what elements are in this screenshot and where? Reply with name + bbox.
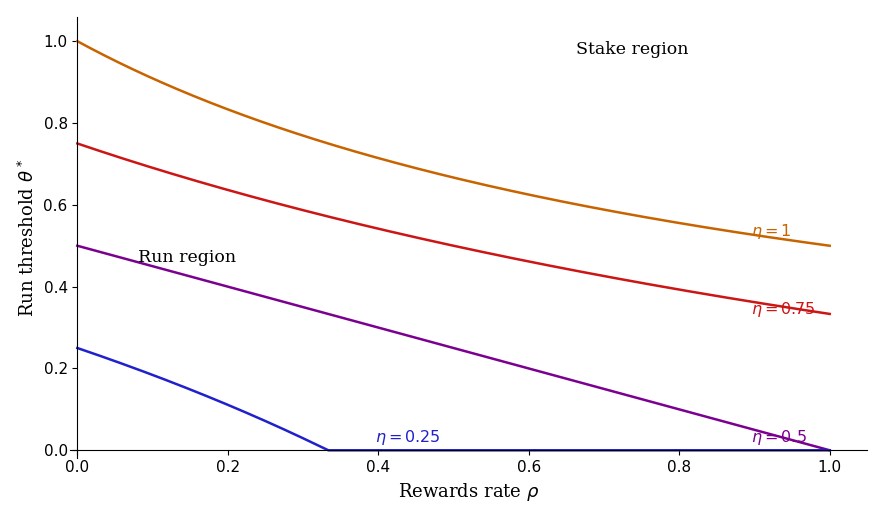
Text: Run region: Run region bbox=[138, 249, 236, 266]
Text: $\eta =0.75$: $\eta =0.75$ bbox=[751, 300, 815, 319]
Text: $\eta =0.5$: $\eta =0.5$ bbox=[751, 427, 806, 447]
Text: $\eta =1$: $\eta =1$ bbox=[751, 222, 791, 241]
Y-axis label: Run threshold $\theta^*$: Run threshold $\theta^*$ bbox=[18, 159, 38, 317]
Text: Stake region: Stake region bbox=[576, 41, 689, 58]
Text: $\eta =0.25$: $\eta =0.25$ bbox=[375, 427, 439, 447]
X-axis label: Rewards rate $\rho$: Rewards rate $\rho$ bbox=[398, 480, 539, 502]
